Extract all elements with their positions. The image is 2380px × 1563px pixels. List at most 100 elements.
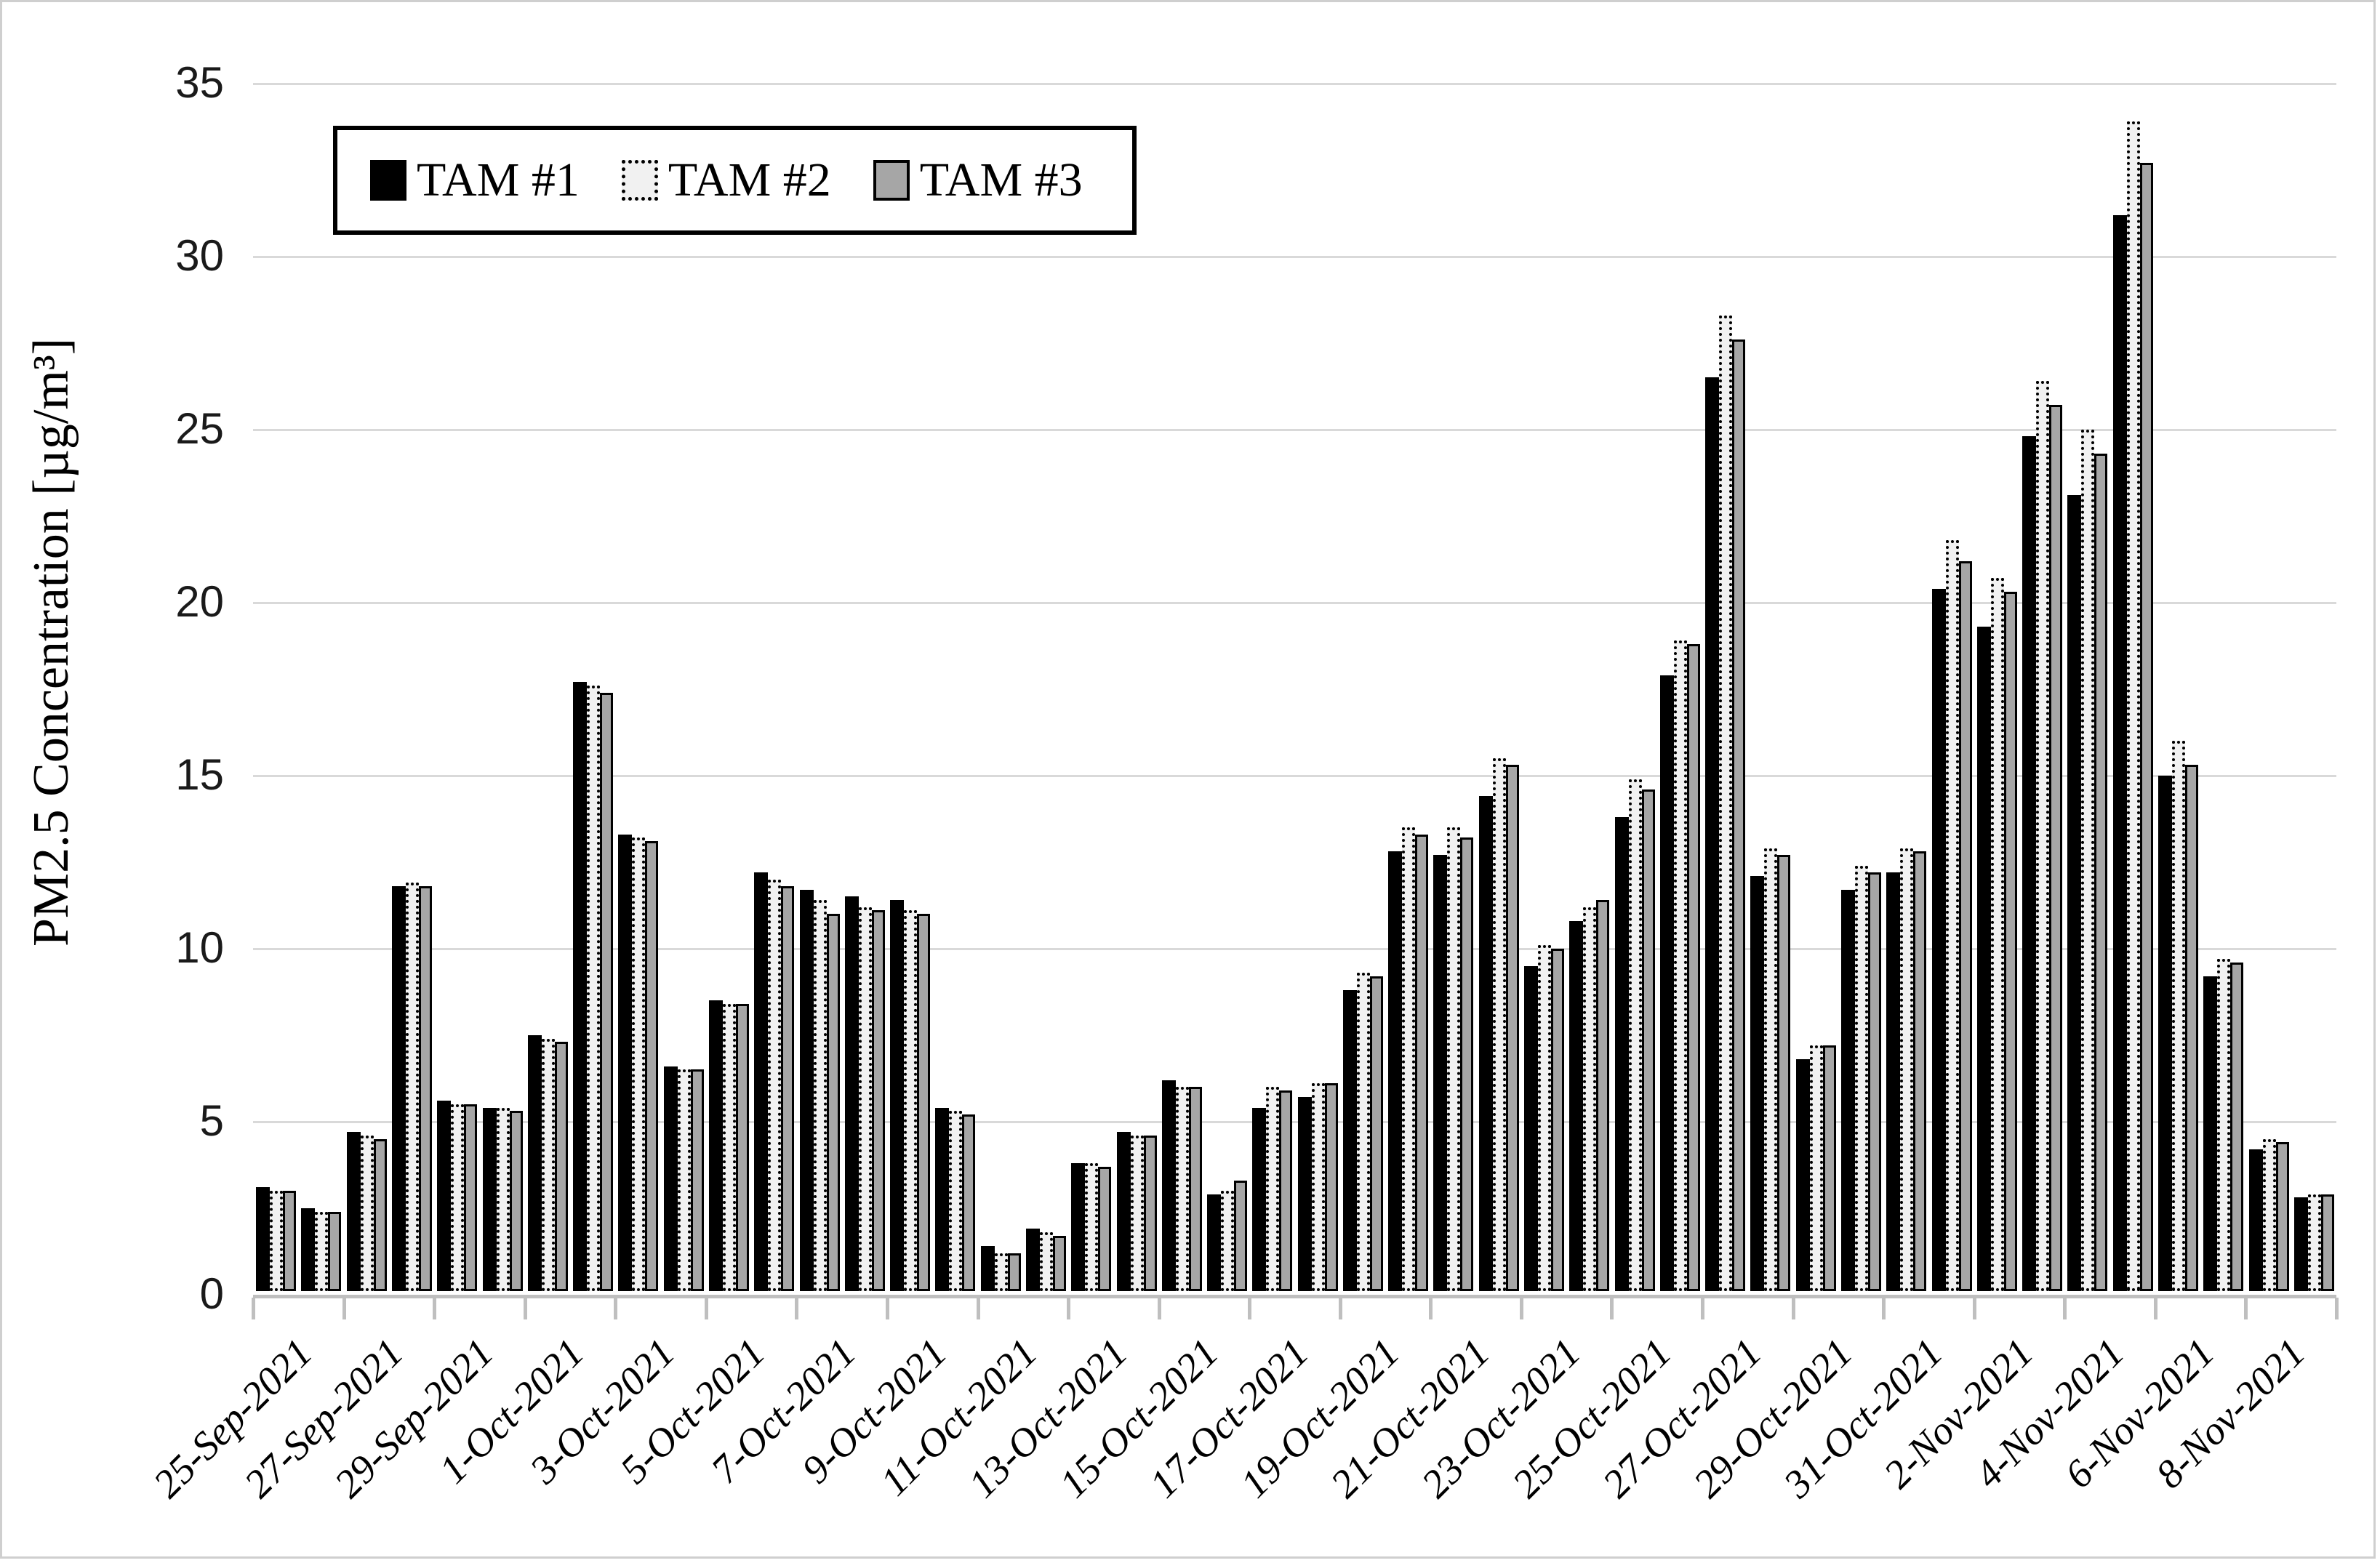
- bar-TAM#3-4-Nov-2021: [2094, 454, 2108, 1291]
- bar-TAM#1-9-Nov-2021: [2293, 1197, 2308, 1291]
- x-tick-mark: [885, 1298, 889, 1319]
- bar-TAM#1-2-Oct-2021: [573, 682, 588, 1291]
- legend-entry-tam3: TAM #3: [873, 153, 1083, 208]
- bar-TAM#3-4-Oct-2021: [690, 1069, 704, 1291]
- bar-TAM#2-31-Oct-2021: [1900, 848, 1914, 1291]
- bar-TAM#3-16-Oct-2021: [1234, 1180, 1248, 1291]
- bar-group-6-Oct-2021: [754, 872, 795, 1291]
- bar-TAM#2-7-Nov-2021: [2217, 959, 2231, 1291]
- bar-TAM#1-7-Nov-2021: [2203, 976, 2218, 1291]
- bar-TAM#2-4-Oct-2021: [677, 1069, 691, 1291]
- bar-TAM#2-16-Oct-2021: [1221, 1190, 1235, 1291]
- y-tick-label-20: 20: [175, 577, 224, 626]
- bar-TAM#2-14-Oct-2021: [1130, 1135, 1144, 1291]
- bar-group-13-Oct-2021: [1071, 1162, 1112, 1291]
- x-tick-mark: [1791, 1298, 1795, 1319]
- bar-TAM#3-17-Oct-2021: [1279, 1090, 1293, 1291]
- bar-TAM#3-13-Oct-2021: [1098, 1166, 1112, 1291]
- bar-group-7-Oct-2021: [799, 889, 840, 1291]
- bar-TAM#3-3-Oct-2021: [645, 841, 659, 1291]
- bar-TAM#2-1-Oct-2021: [541, 1038, 555, 1291]
- bar-TAM#1-25-Oct-2021: [1614, 816, 1629, 1291]
- x-tick-mark: [2335, 1298, 2339, 1319]
- bar-group-18-Oct-2021: [1297, 1083, 1338, 1291]
- bar-TAM#2-3-Oct-2021: [632, 837, 646, 1291]
- bar-TAM#1-22-Oct-2021: [1478, 796, 1493, 1291]
- x-tick-mark: [342, 1298, 346, 1319]
- x-tick-mark: [1701, 1298, 1705, 1319]
- x-tick-mark: [2244, 1298, 2248, 1319]
- bar-TAM#1-28-Sep-2021: [391, 886, 406, 1291]
- bar-TAM#3-30-Oct-2021: [1868, 872, 1882, 1291]
- y-tick-label-25: 25: [175, 404, 224, 453]
- bar-group-5-Nov-2021: [2112, 121, 2153, 1291]
- bar-group-12-Oct-2021: [1025, 1229, 1066, 1291]
- bar-TAM#1-29-Oct-2021: [1795, 1059, 1810, 1291]
- bar-TAM#1-27-Sep-2021: [346, 1132, 361, 1291]
- bar-TAM#1-29-Sep-2021: [437, 1101, 452, 1291]
- bar-TAM#3-8-Oct-2021: [871, 910, 885, 1291]
- bar-TAM#3-24-Oct-2021: [1596, 900, 1610, 1291]
- bar-TAM#3-14-Oct-2021: [1143, 1135, 1157, 1291]
- bar-group-28-Sep-2021: [391, 883, 432, 1291]
- gridline-15: [253, 775, 2336, 777]
- bar-TAM#3-26-Oct-2021: [1686, 643, 1700, 1291]
- bar-TAM#1-2-Nov-2021: [1976, 627, 1991, 1291]
- bar-TAM#2-3-Nov-2021: [2036, 381, 2050, 1291]
- gridline-10: [253, 948, 2336, 950]
- gridline-5: [253, 1121, 2336, 1123]
- bar-TAM#1-21-Oct-2021: [1433, 855, 1448, 1291]
- tam3-swatch-icon: [873, 160, 910, 201]
- bar-TAM#2-28-Oct-2021: [1764, 848, 1778, 1291]
- bar-group-5-Oct-2021: [708, 1000, 749, 1291]
- bar-group-26-Sep-2021: [301, 1208, 342, 1291]
- x-tick-mark: [1248, 1298, 1252, 1319]
- legend: TAM #1 TAM #2 TAM #3: [333, 126, 1137, 235]
- bar-group-7-Nov-2021: [2203, 959, 2244, 1291]
- bar-group-9-Oct-2021: [890, 900, 931, 1291]
- bar-TAM#2-6-Oct-2021: [768, 879, 782, 1291]
- bar-TAM#1-13-Oct-2021: [1071, 1162, 1086, 1291]
- bar-TAM#2-23-Oct-2021: [1538, 945, 1552, 1291]
- bar-group-27-Oct-2021: [1705, 315, 1746, 1291]
- bar-TAM#2-29-Oct-2021: [1809, 1045, 1823, 1291]
- bar-group-19-Oct-2021: [1342, 973, 1383, 1291]
- bar-TAM#2-20-Oct-2021: [1402, 827, 1416, 1291]
- bar-group-6-Nov-2021: [2158, 741, 2198, 1291]
- bar-group-4-Nov-2021: [2067, 429, 2108, 1291]
- bar-group-10-Oct-2021: [935, 1107, 976, 1291]
- bar-TAM#1-20-Oct-2021: [1388, 851, 1403, 1291]
- bar-group-29-Oct-2021: [1795, 1045, 1836, 1291]
- bar-TAM#2-6-Nov-2021: [2172, 741, 2185, 1291]
- y-tick-label-35: 35: [175, 58, 224, 107]
- bar-TAM#1-1-Nov-2021: [1931, 588, 1946, 1291]
- bar-TAM#3-26-Sep-2021: [328, 1211, 342, 1291]
- x-tick-mark: [2153, 1298, 2157, 1319]
- bar-TAM#1-25-Sep-2021: [256, 1187, 271, 1291]
- bar-TAM#3-2-Nov-2021: [2003, 592, 2017, 1291]
- gridline-25: [253, 429, 2336, 431]
- bar-group-29-Sep-2021: [437, 1101, 478, 1291]
- bar-TAM#3-15-Oct-2021: [1188, 1087, 1202, 1291]
- x-tick-mark: [1610, 1298, 1614, 1319]
- legend-label-tam2: TAM #2: [668, 153, 831, 206]
- x-axis-line: [253, 1295, 2336, 1298]
- bar-TAM#2-28-Sep-2021: [405, 883, 419, 1291]
- bar-group-16-Oct-2021: [1207, 1180, 1248, 1291]
- bar-group-8-Nov-2021: [2248, 1138, 2289, 1291]
- bar-TAM#2-29-Sep-2021: [451, 1104, 465, 1291]
- bar-TAM#2-4-Nov-2021: [2081, 429, 2095, 1291]
- bar-group-22-Oct-2021: [1478, 758, 1519, 1291]
- bar-group-1-Oct-2021: [527, 1034, 568, 1291]
- bar-TAM#3-11-Oct-2021: [1007, 1253, 1021, 1291]
- bar-TAM#1-3-Oct-2021: [618, 834, 633, 1291]
- bar-group-17-Oct-2021: [1252, 1087, 1293, 1291]
- gridline-30: [253, 256, 2336, 258]
- bar-TAM#2-5-Nov-2021: [2126, 121, 2140, 1291]
- gridline-20: [253, 602, 2336, 604]
- bar-TAM#3-1-Oct-2021: [554, 1042, 568, 1291]
- legend-entry-tam2: TAM #2: [621, 153, 831, 208]
- bar-group-20-Oct-2021: [1388, 827, 1429, 1291]
